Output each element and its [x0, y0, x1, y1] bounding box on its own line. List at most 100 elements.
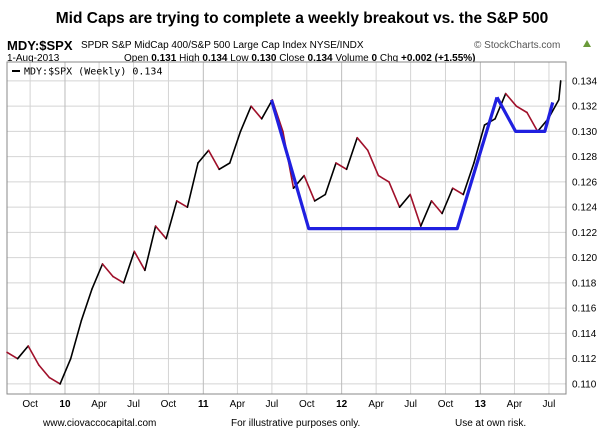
chart-headline: Mid Caps are trying to complete a weekly… — [55, 10, 549, 27]
x-tick-label: Jul — [404, 399, 417, 410]
x-tick-label: Oct — [161, 399, 177, 410]
price-segment — [48, 376, 61, 385]
quote-date: 1-Aug-2013 — [7, 53, 60, 64]
footer-website: www.ciovaccocapital.com — [43, 418, 157, 429]
price-segment — [388, 181, 401, 208]
x-tick-label: Oct — [299, 399, 315, 410]
price-segment — [260, 99, 274, 120]
price-segment — [430, 200, 443, 215]
y-tick-label: 0.116 — [572, 304, 597, 315]
x-tick-label: Oct — [438, 399, 454, 410]
plot-frame — [6, 61, 567, 395]
price-segment — [80, 288, 93, 322]
price-segment — [122, 250, 136, 284]
x-tick-label: Oct — [22, 399, 38, 410]
y-tick-label: 0.122 — [572, 228, 597, 239]
y-tick-label: 0.130 — [572, 127, 597, 138]
price-segment — [515, 105, 528, 114]
pattern-line-handle — [495, 96, 555, 133]
price-segment — [186, 162, 199, 208]
plot-area — [7, 62, 566, 394]
price-segment — [218, 162, 231, 171]
x-tick-label: 11 — [198, 399, 209, 410]
price-segment — [207, 149, 220, 171]
price-segment — [324, 162, 337, 196]
price-segment — [133, 250, 146, 272]
price-segment — [250, 105, 263, 120]
price-segment — [356, 136, 369, 152]
y-tick-label: 0.112 — [572, 354, 597, 365]
price-segment — [557, 80, 562, 101]
y-tick-label: 0.128 — [572, 152, 597, 163]
x-tick-label: Jul — [127, 399, 140, 410]
price-segment — [504, 92, 518, 107]
chg-value: +0.002 (+1.55%) — [400, 53, 476, 64]
footer-risk-note: Use at own risk. — [455, 418, 527, 429]
ohlc-readout: Open 0.131 High 0.134 Low 0.130 Close 0.… — [124, 53, 475, 64]
price-segment — [473, 124, 486, 164]
price-segment — [398, 193, 412, 208]
price-segment — [335, 162, 348, 171]
price-segment — [27, 345, 40, 366]
price-segment — [59, 357, 72, 385]
price-segment — [91, 263, 104, 291]
price-segment — [313, 193, 327, 202]
stockcharts-credit: © StockCharts.com — [474, 40, 561, 51]
symbol-label: MDY:$SPX — [7, 38, 73, 53]
price-segment — [37, 364, 51, 379]
x-tick-label: Apr — [507, 399, 523, 410]
pattern-line-rounding-bottom — [269, 96, 499, 231]
price-segment — [419, 200, 433, 227]
price-segment — [6, 351, 19, 360]
price-segment — [144, 225, 157, 272]
legend-label: MDY:$SPX (Weekly) 0.134 — [24, 67, 162, 78]
price-segment — [197, 149, 210, 164]
x-tick-label: 12 — [336, 399, 348, 410]
price-segment — [345, 136, 359, 171]
y-tick-label: 0.124 — [572, 203, 597, 214]
y-tick-label: 0.114 — [572, 329, 597, 340]
y-tick-label: 0.132 — [572, 102, 597, 113]
x-tick-label: Jul — [266, 399, 279, 410]
high-value: 0.134 — [202, 53, 228, 64]
price-segment — [409, 193, 422, 227]
x-tick-label: 10 — [59, 399, 71, 410]
close-value: 0.134 — [307, 53, 333, 64]
price-segment — [451, 187, 465, 196]
y-tick-label: 0.126 — [572, 177, 597, 188]
volume-value: 0 — [371, 53, 378, 64]
price-segment — [101, 263, 114, 278]
price-segment — [366, 149, 380, 177]
price-segment — [16, 345, 30, 360]
x-tick-label: Apr — [91, 399, 107, 410]
price-segment — [69, 319, 83, 360]
price-segment — [462, 162, 475, 196]
price-series — [6, 80, 562, 385]
price-segment — [303, 174, 316, 202]
x-tick-label: Apr — [230, 399, 246, 410]
price-segment — [526, 111, 539, 133]
price-segment — [165, 200, 178, 240]
high-label: High — [179, 53, 200, 64]
low-label: Low — [230, 53, 249, 64]
y-tick-label: 0.118 — [572, 278, 597, 289]
price-segment — [239, 105, 252, 133]
price-segment — [154, 225, 167, 240]
x-tick-label: 13 — [475, 399, 487, 410]
up-arrow-icon — [583, 40, 591, 47]
price-segment — [441, 187, 454, 215]
price-segment — [377, 174, 390, 183]
chg-label: Chg — [379, 53, 399, 64]
y-tick-label: 0.134 — [572, 76, 597, 87]
open-value: 0.131 — [151, 53, 177, 64]
close-label: Close — [279, 53, 305, 64]
open-label: Open — [124, 53, 149, 64]
price-segment — [176, 200, 189, 208]
price-segment — [229, 130, 242, 164]
x-tick-label: Apr — [368, 399, 384, 410]
low-value: 0.130 — [251, 53, 277, 64]
price-segment — [112, 275, 125, 284]
security-description: SPDR S&P MidCap 400/S&P 500 Large Cap In… — [81, 40, 364, 51]
footer-disclaimer: For illustrative purposes only. — [231, 418, 361, 429]
y-tick-label: 0.120 — [572, 253, 597, 264]
